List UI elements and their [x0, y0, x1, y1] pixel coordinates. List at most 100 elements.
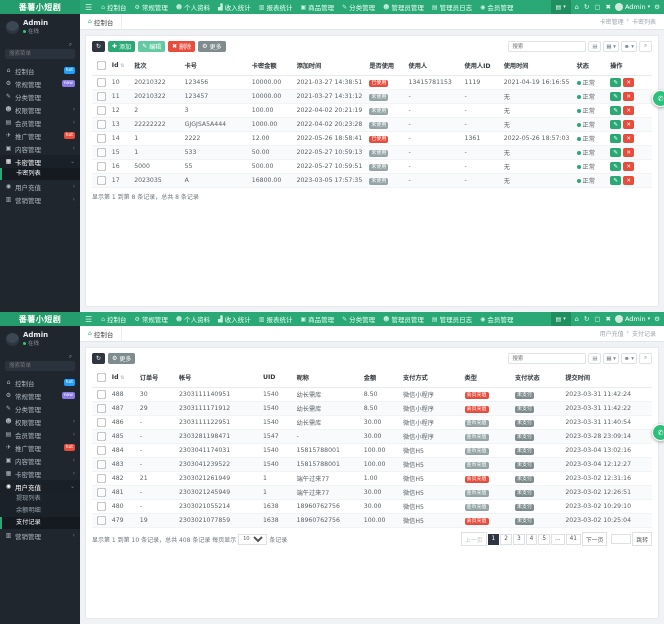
table-row[interactable]: 12 2 3 100.00 2022-04-02 20:21:19 未使用 - - 无 正常 ✎ ✕: [92, 104, 652, 118]
page-button-2[interactable]: 2: [500, 533, 512, 545]
page-jump-button[interactable]: 跳转: [632, 532, 652, 546]
apps-dropdown-button[interactable]: ▤ ▾: [550, 0, 571, 14]
row-checkbox[interactable]: [97, 78, 106, 87]
row-checkbox[interactable]: [97, 502, 106, 511]
sidebar-toggle-icon[interactable]: ☰: [85, 314, 93, 324]
edit-button[interactable]: ✎: [610, 148, 622, 157]
sidebar-item-member[interactable]: ▤ 会员管理 ‹: [0, 428, 80, 441]
sidebar-item-cardkey[interactable]: ▦ 卡密管理 ‹: [0, 467, 80, 480]
table-search-input[interactable]: [508, 353, 587, 364]
column-header-submitted[interactable]: 提交时间: [562, 368, 652, 388]
close-icon[interactable]: ✖: [605, 315, 611, 323]
topnav-item-category[interactable]: ✎ 分类管理: [338, 0, 379, 14]
columns-button[interactable]: ▦ ▾: [603, 353, 619, 364]
delete-button[interactable]: ✕: [623, 176, 635, 185]
delete-button[interactable]: ✕: [623, 148, 635, 157]
column-header-id[interactable]: Id ⇅: [108, 368, 137, 388]
edit-button[interactable]: ✎: [610, 162, 622, 171]
edit-button[interactable]: ✎: [610, 134, 622, 143]
search-button[interactable]: ⌕: [639, 353, 652, 364]
column-header-amount[interactable]: 金额: [360, 368, 400, 388]
column-header-order_no[interactable]: 订单号: [136, 368, 176, 388]
column-header-id[interactable]: Id ⇅: [108, 56, 132, 76]
topnav-item-goods[interactable]: ▣ 商品管理: [296, 312, 338, 326]
column-header-user_id[interactable]: 使用人ID: [461, 56, 501, 76]
sidebar-item-general[interactable]: ⚙ 常规管理 new: [0, 389, 80, 402]
column-header-used_time[interactable]: 使用时间: [500, 56, 574, 76]
table-row[interactable]: 482 21 2303021261949 1 端午过来77 1.00 微信H5 会员充值 未支付…: [92, 472, 652, 486]
page-button-...[interactable]: ...: [551, 533, 565, 545]
topnav-item-profile[interactable]: ☻ 个人资料: [172, 0, 214, 14]
sidebar-subitem-pay-records[interactable]: 支付记录: [0, 517, 80, 529]
table-row[interactable]: 481 - 2303021245949 1 端午过来77 30.00 微信H5 金币充值 未支付…: [92, 485, 652, 500]
sidebar-subitem-balance-detail[interactable]: 余额明细: [16, 507, 41, 514]
row-checkbox[interactable]: [97, 162, 106, 171]
sidebar-item-dashboard[interactable]: ⌂ 控制台 hot: [0, 376, 80, 389]
column-header-uid[interactable]: UID: [259, 368, 294, 388]
row-checkbox[interactable]: [97, 120, 106, 129]
page-size-select[interactable]: 10: [238, 533, 268, 545]
delete-button[interactable]: ✕: [623, 120, 635, 129]
table-row[interactable]: 484 - 2303041174031 1540 15815788001 100.00 微信…: [92, 444, 652, 458]
sidebar-item-member[interactable]: ▤ 会员管理 ‹: [0, 116, 80, 129]
column-header-created[interactable]: 添加时间: [293, 56, 367, 76]
refresh-icon[interactable]: ↻: [583, 3, 590, 11]
table-row[interactable]: 488 30 2303111140951 1540 幼长需库 8.50 微信小程序 会员充值 未…: [92, 388, 652, 402]
sidebar-item-cardkey[interactable]: ▦ 卡密管理 ⌄: [0, 155, 80, 168]
filter-button[interactable]: ☻ ▾: [620, 41, 637, 52]
fullscreen-icon[interactable]: ▢: [594, 315, 601, 323]
delete-button[interactable]: ✕: [623, 78, 635, 87]
table-row[interactable]: 486 - 2303111122951 1540 幼长需库 30.00 微信小程序 金币充值 未…: [92, 416, 652, 430]
page-button-41[interactable]: 41: [565, 533, 581, 545]
refresh-icon[interactable]: ↻: [583, 315, 590, 323]
row-checkbox[interactable]: [97, 516, 106, 525]
sidebar-item-marketing[interactable]: ▥ 营销管理 ‹: [0, 529, 80, 542]
row-checkbox[interactable]: [97, 134, 106, 143]
more-button[interactable]: ⚙ 更多: [108, 353, 136, 364]
home-icon[interactable]: ⌂: [574, 315, 579, 323]
apps-dropdown-button[interactable]: ▤ ▾: [550, 312, 571, 326]
column-header-nickname[interactable]: 昵称: [293, 368, 361, 388]
sidebar-subitem-cardkey-list[interactable]: 卡密列表: [0, 168, 80, 180]
topnav-item-admins[interactable]: ☻ 管理员管理: [379, 312, 428, 326]
table-row[interactable]: 479 19 2303021077859 1638 18960762756 100.00 微…: [92, 513, 652, 528]
refresh-button[interactable]: ↻: [92, 41, 106, 52]
topnav-item-report[interactable]: ▥ 报表统计: [255, 0, 297, 14]
sidebar-item-auth[interactable]: ☻ 权限管理 ‹: [0, 415, 80, 428]
table-row[interactable]: 15 1 533 50.00 2022-05-27 10:59:13 未使用 - - 无 正常 ✎ ✕: [92, 145, 652, 160]
column-header-pay_method[interactable]: 支付方式: [399, 368, 462, 388]
edit-button[interactable]: ✎: [610, 92, 622, 101]
menu-search-input[interactable]: [5, 361, 75, 371]
sidebar-item-auth[interactable]: ☻ 权限管理 ‹: [0, 103, 80, 116]
sidebar-item-promotion[interactable]: ✈ 推广管理 hot: [0, 129, 80, 142]
sidebar-item-promotion[interactable]: ✈ 推广管理 hot: [0, 441, 80, 454]
next-page-button[interactable]: 下一页: [581, 532, 608, 546]
topnav-item-income[interactable]: ▟ 收入统计: [214, 0, 255, 14]
delete-button[interactable]: ✖ 删除: [168, 41, 196, 52]
user-menu[interactable]: Admin ▾: [614, 3, 650, 11]
row-checkbox[interactable]: [97, 446, 106, 455]
sidebar-toggle-icon[interactable]: ☰: [85, 2, 93, 12]
table-row[interactable]: 483 - 2303041239522 1540 15815788001 100.00 微信…: [92, 457, 652, 472]
topnav-item-report[interactable]: ▥ 报表统计: [255, 312, 297, 326]
delete-button[interactable]: ✕: [623, 134, 635, 143]
edit-button[interactable]: ✎ 编辑: [138, 41, 166, 52]
row-checkbox[interactable]: [97, 92, 106, 101]
sidebar-item-marketing[interactable]: ▥ 营销管理 ‹: [0, 193, 80, 206]
export-button[interactable]: ▤: [588, 353, 602, 364]
topnav-item-members[interactable]: ◉ 会员管理: [476, 0, 517, 14]
topnav-item-category[interactable]: ✎ 分类管理: [338, 312, 379, 326]
filter-button[interactable]: ☻ ▾: [620, 353, 637, 364]
row-checkbox[interactable]: [97, 460, 106, 469]
search-icon[interactable]: ⌕: [68, 42, 72, 48]
topnav-item-admin-log[interactable]: ▤ 管理员日志: [428, 312, 476, 326]
topnav-item-income[interactable]: ▟ 收入统计: [214, 312, 255, 326]
row-checkbox[interactable]: [97, 106, 106, 115]
row-checkbox[interactable]: [97, 474, 106, 483]
table-row[interactable]: 14 1 2222 12.00 2022-05-26 18:58:41 已使用 - 1361 2…: [92, 132, 652, 146]
sidebar-item-general[interactable]: ⚙ 常规管理 new: [0, 77, 80, 90]
page-jump-input[interactable]: [611, 534, 632, 544]
row-checkbox[interactable]: [97, 404, 106, 413]
sidebar-item-category[interactable]: ✎ 分类管理: [0, 90, 80, 103]
more-button[interactable]: ⚙ 更多: [198, 41, 226, 52]
